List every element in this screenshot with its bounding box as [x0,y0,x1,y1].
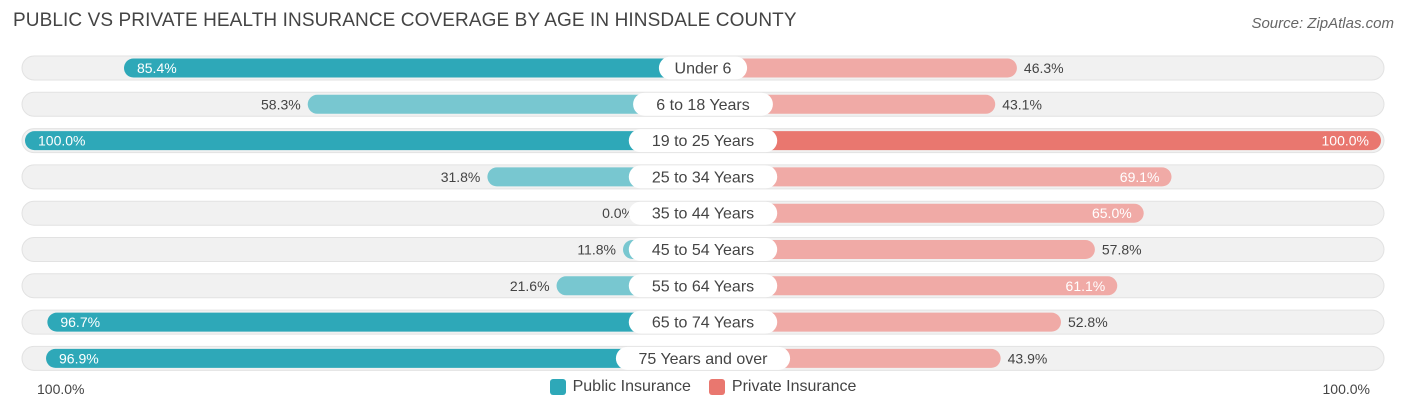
bar-private[interactable] [703,240,1095,259]
data-label-private: 43.9% [1008,350,1048,366]
legend-swatch-public [549,379,566,395]
bar-private[interactable] [703,131,1381,151]
legend-label-public: Public Insurance [572,378,691,395]
data-label-private: 43.1% [1002,96,1042,112]
data-label-public: 11.8% [577,242,616,258]
legend-swatch-private [708,379,725,395]
category-pill [658,56,748,80]
data-label-private: 61.1% [1066,278,1106,294]
category-pill [628,129,778,153]
data-label-public: 96.9% [59,350,99,366]
bar-public[interactable] [307,94,703,114]
bar-public[interactable] [46,348,703,368]
data-label-public: 31.8% [441,169,481,185]
axis-label-left: 100.0% [37,381,85,397]
data-label-private: 57.8% [1102,242,1142,258]
legend-item-public[interactable]: Public Insurance [549,378,691,396]
bar-private[interactable] [703,276,1118,296]
category-pill [628,274,778,298]
category-pill [628,165,778,189]
data-label-public: 0.0% [602,205,634,221]
category-label: 35 to 44 Years [652,206,754,223]
bar-private[interactable] [703,94,996,114]
data-label-private: 69.1% [1120,169,1160,185]
data-label-private: 100.0% [1322,133,1369,149]
bar-private[interactable] [703,203,1144,223]
chart-title: PUBLIC VS PRIVATE HEALTH INSURANCE COVER… [13,10,797,31]
data-label-public: 85.4% [137,60,177,76]
category-label: Under 6 [675,61,732,78]
category-pill [633,92,773,116]
bar-public[interactable] [123,58,704,78]
category-label: 55 to 64 Years [652,278,754,295]
category-pill [628,201,778,225]
category-label: 65 to 74 Years [652,315,754,332]
legend-item-private[interactable]: Private Insurance [708,378,857,396]
category-pill [628,310,778,334]
category-label: 25 to 34 Years [652,169,754,186]
legend-label-private: Private Insurance [731,378,857,395]
data-label-private: 52.8% [1068,314,1108,330]
category-label: 75 Years and over [639,351,769,368]
bar-private[interactable] [703,58,1017,78]
category-label: 19 to 25 Years [652,133,754,150]
category-label: 45 to 54 Years [652,242,754,259]
legend: Public Insurance Private Insurance [0,378,1406,396]
bar-public[interactable] [25,131,703,151]
bar-private[interactable] [703,312,1061,332]
bar-private[interactable] [703,167,1172,187]
category-label: 6 to 18 Years [656,97,749,114]
chart-plot: 85.4% 46.3% Under 6 58.3% 43.1% 6 to 18 Years… [21,55,1385,371]
category-pill [628,238,778,261]
source-label: Source: ZipAtlas.com [1251,15,1394,32]
data-label-public: 96.7% [60,314,100,330]
data-label-public: 58.3% [261,96,301,112]
data-label-private: 65.0% [1092,205,1132,221]
data-label-public: 21.6% [510,278,550,294]
bar-public[interactable] [47,312,703,332]
category-pill [615,346,791,370]
axis-label-right: 100.0% [1322,381,1370,397]
data-label-public: 100.0% [38,133,85,149]
data-label-private: 46.3% [1024,60,1064,76]
